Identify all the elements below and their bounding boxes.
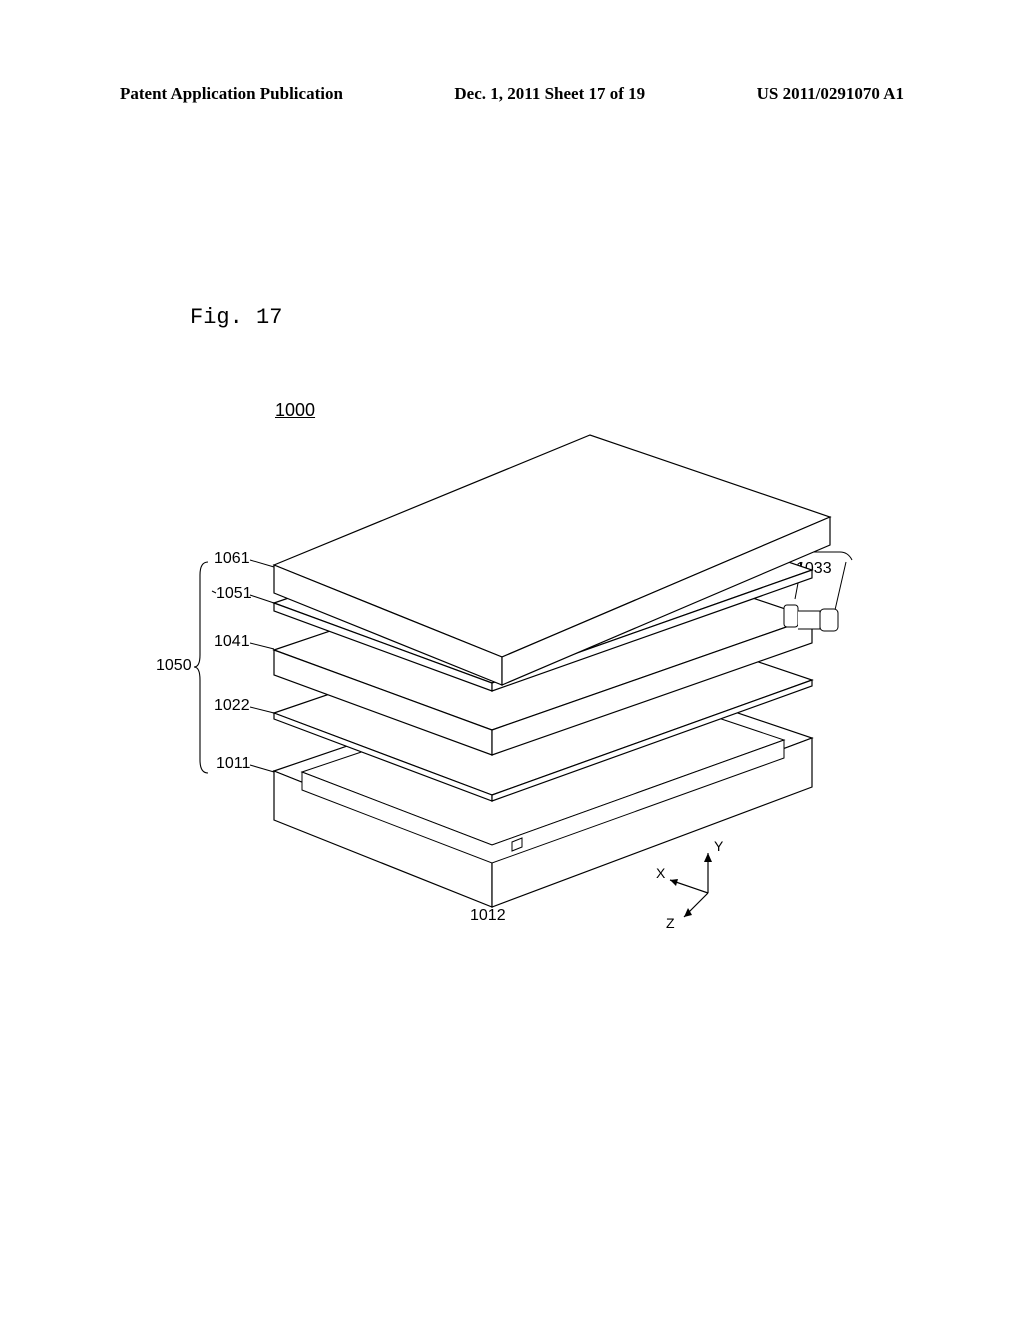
- axis-z: Z: [666, 915, 675, 931]
- axis-x: X: [656, 865, 665, 881]
- side-connector: [784, 605, 838, 631]
- header-publication: Patent Application Publication: [120, 84, 343, 104]
- figure-diagram: 1000 1050 1061 1051 1041 1022 1011 1012 …: [170, 395, 870, 935]
- axes-icon: [670, 853, 712, 917]
- figure-label: Fig. 17: [190, 305, 282, 330]
- header-date-sheet: Dec. 1, 2011 Sheet 17 of 19: [454, 84, 645, 104]
- page-header: Patent Application Publication Dec. 1, 2…: [0, 84, 1024, 104]
- axis-y: Y: [714, 838, 723, 854]
- exploded-stack: [170, 395, 870, 935]
- header-app-number: US 2011/0291070 A1: [757, 84, 904, 104]
